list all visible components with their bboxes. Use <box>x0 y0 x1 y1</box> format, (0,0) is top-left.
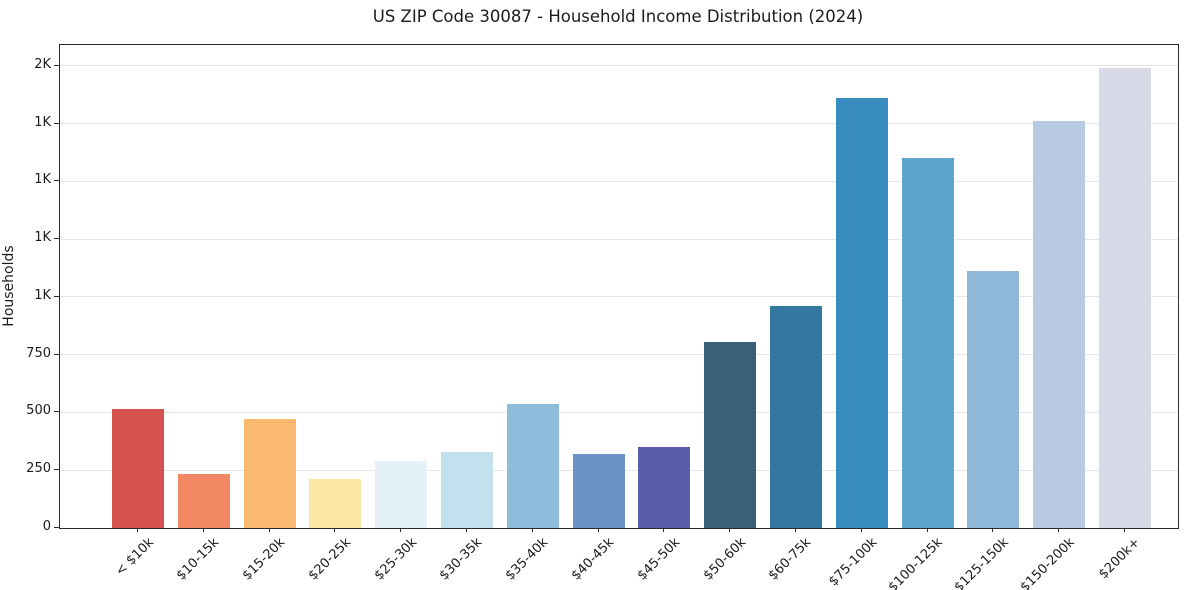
x-tick-label: $100-125k <box>886 535 947 590</box>
bar-150200k <box>1033 121 1086 528</box>
y-tick-mark <box>54 64 59 66</box>
bar-4550k <box>638 447 691 528</box>
y-tick-label: 250 <box>26 461 51 477</box>
x-tick-mark <box>992 528 994 532</box>
gridline <box>60 123 1178 125</box>
x-tick-mark <box>466 528 467 532</box>
x-tick-mark <box>926 528 928 532</box>
x-tick-label: $10-15k <box>173 535 223 584</box>
x-tick-label: $15-20k <box>239 535 289 584</box>
bar-6075k <box>770 306 822 528</box>
bar-2530k <box>375 460 428 528</box>
y-tick-label: 1K <box>34 230 51 246</box>
gridline <box>60 180 1178 182</box>
bar-4045k <box>572 454 625 528</box>
bar-200k <box>1099 68 1151 528</box>
x-tick-label: $25-30k <box>371 535 420 584</box>
plot-area <box>59 44 1179 529</box>
y-tick-label: 2K <box>34 56 51 72</box>
gridline <box>60 296 1178 298</box>
y-tick-label: 1K <box>34 287 51 303</box>
bar-1520k <box>243 419 296 528</box>
y-tick-label: 0 <box>42 519 51 534</box>
x-tick-label: $30-35k <box>437 535 486 584</box>
x-tick-label: $50-60k <box>700 535 749 584</box>
x-tick-label: $35-40k <box>502 535 552 584</box>
x-tick-label: $40-45k <box>568 535 618 584</box>
y-tick-label: 750 <box>26 345 51 361</box>
x-tick-label: < $10k <box>112 535 157 580</box>
bar-5060k <box>704 341 757 528</box>
x-tick-mark <box>1058 528 1060 532</box>
x-tick-label: $20-25k <box>305 535 355 584</box>
x-tick-mark <box>268 528 270 532</box>
y-tick-mark <box>54 353 59 355</box>
y-tick-label: 1K <box>34 172 51 188</box>
y-tick-mark <box>54 527 59 528</box>
gridline <box>60 354 1178 356</box>
y-tick-mark <box>54 411 59 413</box>
chart-title: US ZIP Code 30087 - Household Income Dis… <box>372 7 864 26</box>
x-tick-mark <box>597 528 599 532</box>
y-tick-mark <box>54 122 59 124</box>
x-tick-label: $60-75k <box>766 535 815 584</box>
x-tick-mark <box>531 528 533 532</box>
bar-75100k <box>835 98 888 528</box>
bar-100125k <box>901 158 954 528</box>
y-tick-mark <box>54 469 59 471</box>
y-tick-mark <box>54 238 59 240</box>
bar-1015k <box>177 473 230 528</box>
gridline <box>60 65 1178 67</box>
x-tick-mark <box>400 528 402 532</box>
y-tick-mark <box>54 295 59 297</box>
x-tick-mark <box>860 528 862 532</box>
bar-3540k <box>506 404 559 528</box>
bar-3035k <box>441 451 493 528</box>
x-tick-label: $45-50k <box>634 535 684 584</box>
x-tick-mark <box>334 528 336 532</box>
x-tick-label: $150-200k <box>1017 535 1078 590</box>
x-tick-mark <box>1124 528 1125 532</box>
x-tick-mark <box>795 528 796 532</box>
gridline <box>60 238 1178 240</box>
gridline <box>60 411 1178 413</box>
x-tick-label: $125-150k <box>951 535 1013 590</box>
x-tick-label: $200k+ <box>1096 535 1144 583</box>
bar-125150k <box>967 271 1020 528</box>
bar-2025k <box>309 479 362 528</box>
y-tick-label: 500 <box>26 403 51 419</box>
x-tick-label: $75-100k <box>826 535 881 590</box>
x-tick-mark <box>663 528 665 532</box>
x-tick-mark <box>137 528 138 532</box>
x-tick-mark <box>202 528 204 532</box>
y-tick-label: 1K <box>34 114 51 130</box>
x-tick-mark <box>729 528 731 532</box>
y-tick-mark <box>54 180 59 182</box>
bar-10k <box>112 408 164 528</box>
